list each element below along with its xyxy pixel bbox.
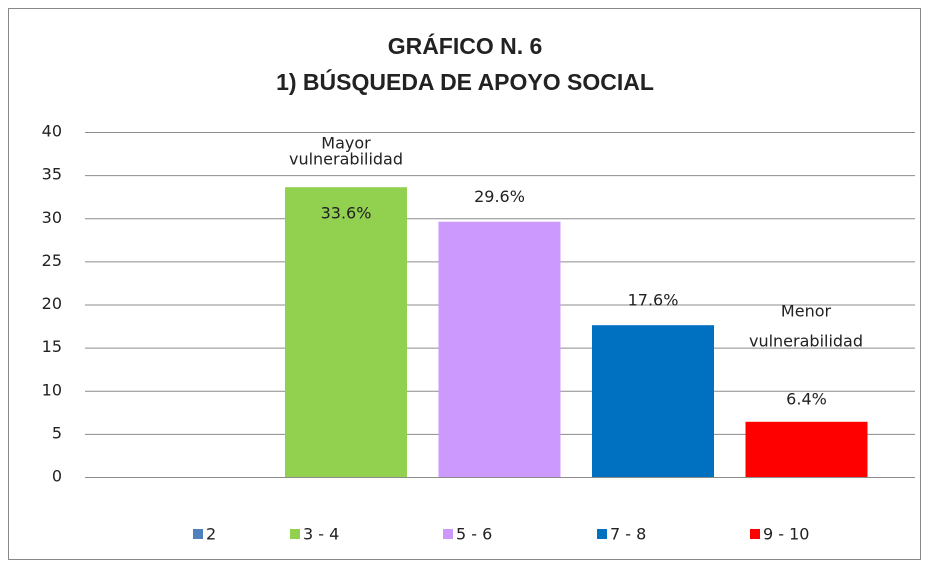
y-tick-label: 35: [42, 165, 62, 184]
y-tick-label: 10: [42, 380, 62, 399]
chart-title: GRÁFICO N. 6: [388, 32, 543, 59]
data-label: 17.6%: [628, 291, 679, 310]
bar: [285, 187, 407, 477]
legend-label: 3 - 4: [303, 525, 339, 544]
annotation: vulnerabilidad: [289, 150, 403, 169]
legend-label: 2: [206, 525, 216, 544]
legend-swatch: [597, 529, 607, 539]
y-tick-label: 5: [52, 423, 62, 442]
y-tick-label: 0: [52, 467, 62, 486]
y-tick-label: 30: [42, 208, 62, 227]
legend-label: 5 - 6: [456, 525, 492, 544]
y-tick-label: 40: [42, 122, 62, 141]
legend-label: 7 - 8: [610, 525, 646, 544]
legend-label: 9 - 10: [763, 525, 809, 544]
data-label: 33.6%: [321, 204, 372, 223]
legend-swatch: [193, 529, 203, 539]
bar: [745, 421, 868, 477]
annotation: vulnerabilidad: [749, 332, 863, 351]
bar: [592, 325, 714, 477]
bar: [438, 221, 561, 477]
y-tick-label: 15: [42, 337, 62, 356]
legend-swatch: [750, 529, 760, 539]
legend-swatch: [443, 529, 453, 539]
legend-swatch: [290, 529, 300, 539]
chart-title: 1) BÚSQUEDA DE APOYO SOCIAL: [276, 68, 654, 95]
data-label: 6.4%: [786, 389, 827, 408]
data-label: 29.6%: [474, 187, 525, 206]
y-tick-label: 20: [42, 294, 62, 313]
annotation: Mayor: [321, 134, 371, 153]
y-tick-label: 25: [42, 251, 62, 270]
annotation: Menor: [781, 302, 832, 321]
